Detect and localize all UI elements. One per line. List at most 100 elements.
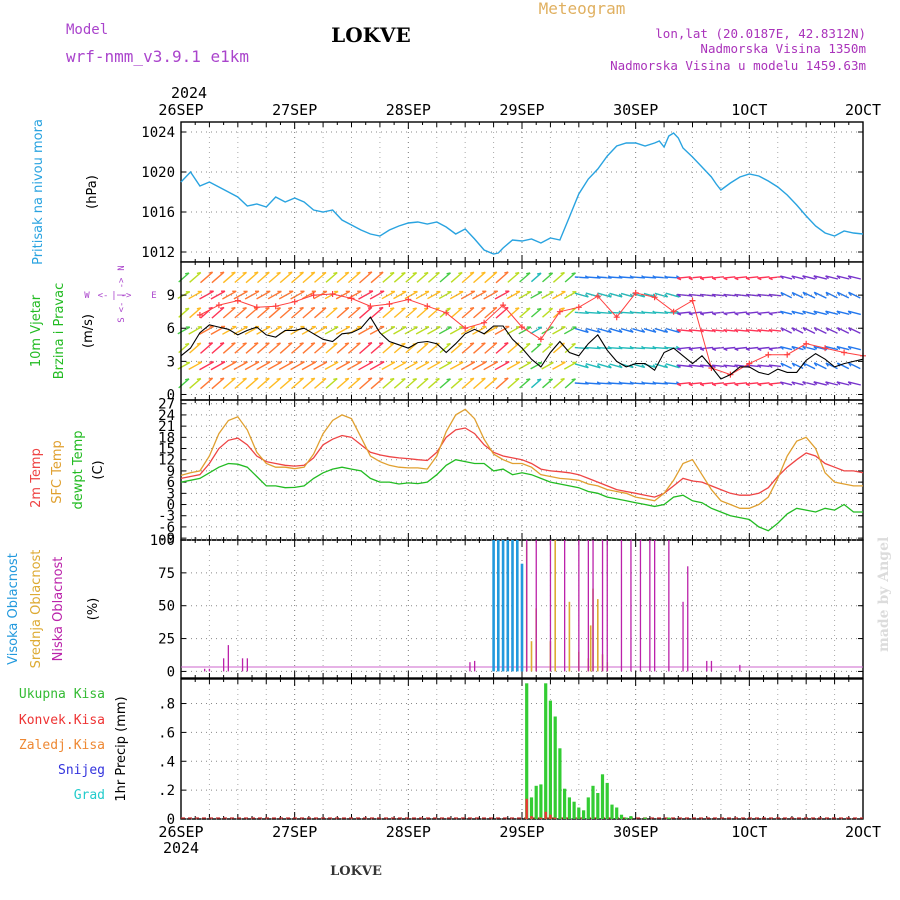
wind-arrow xyxy=(791,291,804,299)
wind-arrow xyxy=(382,342,395,354)
wind-arrow-head xyxy=(536,378,542,381)
wind-arrow-head xyxy=(745,383,750,387)
wind-arrow xyxy=(745,311,759,315)
wind-arrow xyxy=(643,311,657,314)
total-rain-bar xyxy=(572,801,576,819)
cloud-panel: 0 25 50 75 100 Visoka Oblacnost Srednja Obla… xyxy=(6,533,864,680)
wind-arrow xyxy=(177,326,191,335)
wind-arrow xyxy=(837,362,850,370)
credit-text: made by Angel xyxy=(876,537,892,652)
wind-arrow-head xyxy=(560,342,565,345)
wind-arrow xyxy=(723,382,736,385)
wind-arrow xyxy=(757,382,770,385)
wind-arrow-head xyxy=(424,342,429,345)
wind-arrow xyxy=(314,342,327,354)
low-cloud-bar xyxy=(706,660,708,672)
wind-arrow xyxy=(734,346,748,350)
gust-marker xyxy=(784,351,791,358)
wind-arrow xyxy=(519,272,531,283)
wind-arrow xyxy=(279,307,293,319)
wind-arrow xyxy=(415,290,430,300)
wind-arrow xyxy=(564,343,576,354)
gust-marker xyxy=(272,303,279,310)
wind-arrow xyxy=(507,307,520,319)
low-cloud-bar xyxy=(474,660,476,672)
wind-arrow xyxy=(245,271,259,284)
wind-arrow xyxy=(564,272,576,283)
wind-arrow xyxy=(643,347,657,350)
wind-arrow-head xyxy=(526,272,531,275)
low-cloud-bar xyxy=(587,540,589,672)
wind-arrow-head xyxy=(757,329,762,333)
wind-arrow-head xyxy=(333,307,338,310)
wind-arrow-head xyxy=(723,312,728,316)
legend-total-rain: Ukupna Kisa xyxy=(19,687,105,702)
wind-arrow xyxy=(268,377,281,389)
wind-arrow xyxy=(620,347,634,350)
wind-arrow xyxy=(369,290,385,300)
precip-legend: Ukupna Kisa Konvek.Kisa Zaledj.Kisa Snij… xyxy=(19,687,105,803)
gust-marker xyxy=(519,324,525,331)
wind-arrow xyxy=(381,326,396,335)
wind-arrow xyxy=(359,342,373,355)
time-axis-bottom: 26SEP 27SEP 28SEP 29SEP 30SEP 1OCT 2OCT xyxy=(158,823,881,841)
altitude-text: Nadmorska Visina 1350m xyxy=(700,41,866,56)
wind-ylabel-1: 10m Vjetar xyxy=(29,294,44,367)
wind-arrow xyxy=(780,327,793,334)
wind-arrow xyxy=(780,381,793,386)
wind-arrow xyxy=(654,382,668,385)
station-title: LOKVE xyxy=(331,23,411,47)
wind-arrow-head xyxy=(344,307,349,310)
wind-arrow-head xyxy=(219,342,225,345)
wind-arrow xyxy=(643,328,657,333)
wind-arrow xyxy=(314,271,327,283)
high-cloud-bar xyxy=(506,540,510,672)
wind-arrow xyxy=(677,311,691,315)
wind-arrow-head xyxy=(231,306,236,310)
wind-arrow xyxy=(291,377,304,390)
wind-arrow xyxy=(745,276,759,279)
wind-arrow-head xyxy=(596,364,601,369)
wind-arrow xyxy=(620,276,634,279)
wind-arrow-head xyxy=(504,306,509,309)
wind-arrow xyxy=(654,363,668,369)
footer-station: LOKVE xyxy=(330,864,382,879)
wind-arrow xyxy=(473,307,486,319)
y-tick-label: .6 xyxy=(158,725,175,741)
wind-arrow-head xyxy=(310,377,315,380)
gust-marker xyxy=(386,301,393,307)
wind-arrow xyxy=(336,342,350,354)
wind-arrow xyxy=(393,378,406,389)
wind-arrow xyxy=(518,326,532,335)
wind-arrow-head xyxy=(745,329,750,333)
wind-arrow-head xyxy=(196,342,201,345)
wind-arrow xyxy=(825,327,838,334)
convective-rain-bar xyxy=(539,817,543,819)
wind-arrow-head xyxy=(344,271,349,274)
y-tick-label: 15 xyxy=(158,442,175,458)
wind-arrow xyxy=(597,276,612,279)
wind-arrow xyxy=(802,310,816,316)
wind-arrow-head xyxy=(847,310,852,315)
wind-arrow xyxy=(359,377,373,390)
wind-arrow xyxy=(585,311,601,314)
wind-arrow-head xyxy=(757,312,762,316)
wind-arrow-head xyxy=(745,348,750,351)
wind-arrow xyxy=(745,346,759,350)
wind-arrow-head xyxy=(481,271,486,274)
wind-arrow xyxy=(495,342,509,354)
wind-arrow-head xyxy=(791,381,796,386)
y-tick-label: 100 xyxy=(150,533,175,549)
wind-arrow xyxy=(813,362,827,370)
wind-arrow-head xyxy=(734,329,739,333)
wind-arrow xyxy=(268,307,281,319)
wind-arrow-head xyxy=(515,271,520,275)
total-rain-bar xyxy=(615,807,619,819)
wind-arrow xyxy=(358,290,374,300)
wind-arrow xyxy=(222,290,237,300)
wind-arrow-head xyxy=(802,327,806,332)
wind-arrow xyxy=(757,311,770,315)
wind-arrow-head xyxy=(757,383,762,387)
wind-arrow xyxy=(257,342,270,354)
wind-arrow xyxy=(189,378,202,389)
